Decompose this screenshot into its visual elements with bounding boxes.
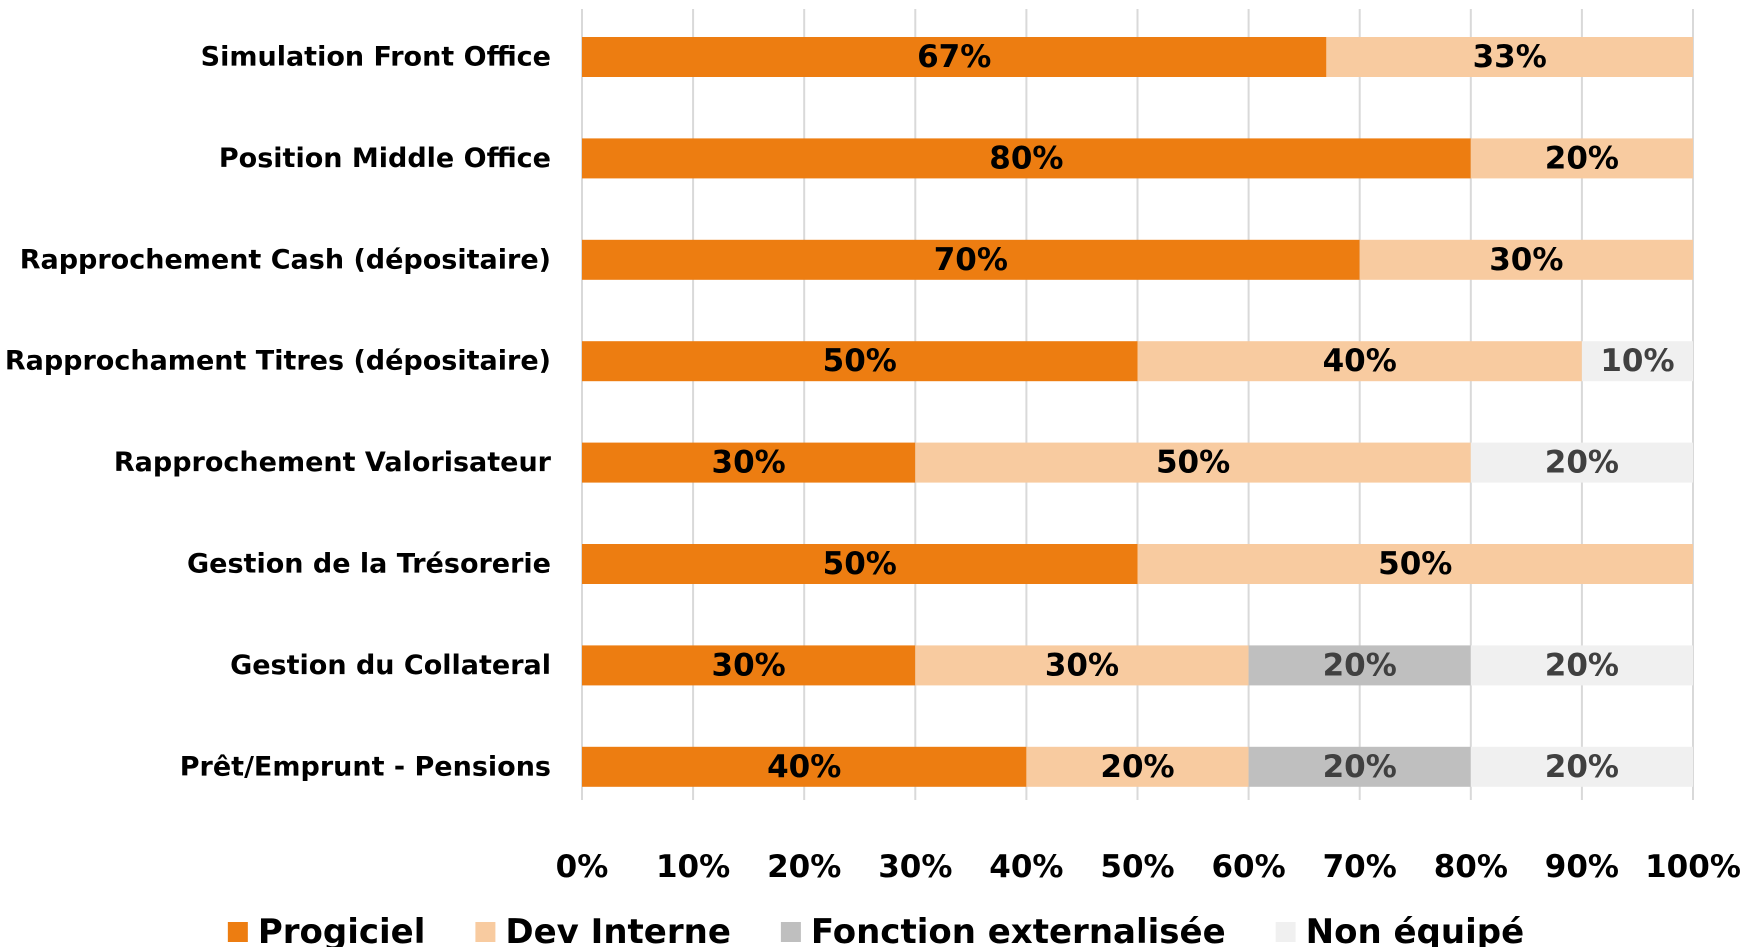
legend-swatch bbox=[475, 922, 496, 942]
value-label: 50% bbox=[1156, 445, 1230, 481]
value-label: 67% bbox=[917, 39, 991, 75]
value-label: 10% bbox=[1600, 343, 1674, 379]
legend-label: Dev Interne bbox=[505, 912, 730, 947]
bar-segment bbox=[1470, 138, 1693, 179]
x-tick-label: 10% bbox=[656, 849, 730, 885]
bar-segment bbox=[1137, 544, 1693, 584]
bar-segment bbox=[1326, 37, 1693, 77]
bar-segment bbox=[582, 746, 1027, 787]
category-label: Position Middle Office bbox=[219, 143, 551, 174]
value-label: 20% bbox=[1545, 140, 1619, 176]
category-label: Gestion de la Trésorerie bbox=[187, 549, 551, 580]
bar-segment bbox=[582, 645, 916, 686]
category-label: Prêt/Emprunt - Pensions bbox=[180, 751, 551, 782]
x-tick-label: 70% bbox=[1323, 849, 1397, 885]
value-label: 20% bbox=[1545, 749, 1619, 785]
category-label: Rapprochement Valorisateur bbox=[114, 447, 552, 478]
value-label: 70% bbox=[934, 242, 1008, 278]
bar-segment bbox=[1470, 746, 1693, 787]
bar-segment bbox=[1470, 442, 1693, 483]
bar-segment bbox=[915, 645, 1249, 686]
x-tick-label: 30% bbox=[878, 849, 952, 885]
bar-segment bbox=[1470, 645, 1693, 686]
value-label: 20% bbox=[1545, 445, 1619, 481]
bar-segment bbox=[1248, 645, 1471, 686]
bar-segment bbox=[582, 239, 1360, 280]
legend-swatch bbox=[1275, 922, 1296, 942]
bar-segment bbox=[915, 442, 1471, 483]
value-label: 80% bbox=[989, 140, 1063, 176]
category-label: Simulation Front Office bbox=[201, 42, 551, 73]
legend-swatch bbox=[227, 922, 248, 942]
x-tick-label: 80% bbox=[1434, 849, 1508, 885]
bar-segment bbox=[1137, 341, 1582, 382]
value-label: 50% bbox=[1378, 546, 1452, 582]
x-tick-label: 100% bbox=[1645, 849, 1741, 885]
x-tick-label: 40% bbox=[989, 849, 1063, 885]
value-label: 30% bbox=[1045, 647, 1119, 683]
bar-segment bbox=[1359, 239, 1693, 280]
bar-segment bbox=[1026, 746, 1249, 787]
value-label: 20% bbox=[1100, 749, 1174, 785]
value-label: 30% bbox=[712, 445, 786, 481]
category-label: Rapprochement Cash (dépositaire) bbox=[20, 244, 551, 275]
category-label: Gestion du Collateral bbox=[230, 650, 551, 681]
x-tick-label: 0% bbox=[556, 849, 609, 885]
value-label: 33% bbox=[1473, 39, 1547, 75]
value-label: 20% bbox=[1323, 749, 1397, 785]
bar-segment bbox=[582, 37, 1327, 77]
legend-label: Progiciel bbox=[258, 912, 426, 947]
category-label: Rapprochament Titres (dépositaire) bbox=[5, 346, 551, 377]
bar-segment bbox=[582, 442, 916, 483]
value-label: 50% bbox=[823, 546, 897, 582]
x-tick-label: 90% bbox=[1545, 849, 1619, 885]
value-label: 30% bbox=[712, 647, 786, 683]
legend-label: Fonction externalisée bbox=[811, 912, 1226, 947]
value-label: 20% bbox=[1545, 647, 1619, 683]
bar-segment bbox=[582, 341, 1138, 382]
value-label: 30% bbox=[1489, 242, 1563, 278]
value-label: 40% bbox=[767, 749, 841, 785]
legend-swatch bbox=[780, 922, 801, 942]
value-label: 50% bbox=[823, 343, 897, 379]
x-tick-label: 50% bbox=[1100, 849, 1174, 885]
x-tick-label: 60% bbox=[1211, 849, 1285, 885]
value-label: 20% bbox=[1323, 647, 1397, 683]
legend-label: Non équipé bbox=[1306, 912, 1525, 947]
bar-segment bbox=[582, 138, 1471, 179]
bar-segment bbox=[1581, 341, 1693, 382]
bar-segment bbox=[1248, 746, 1471, 787]
bar-segment bbox=[582, 544, 1138, 584]
value-label: 40% bbox=[1323, 343, 1397, 379]
x-tick-label: 20% bbox=[767, 849, 841, 885]
